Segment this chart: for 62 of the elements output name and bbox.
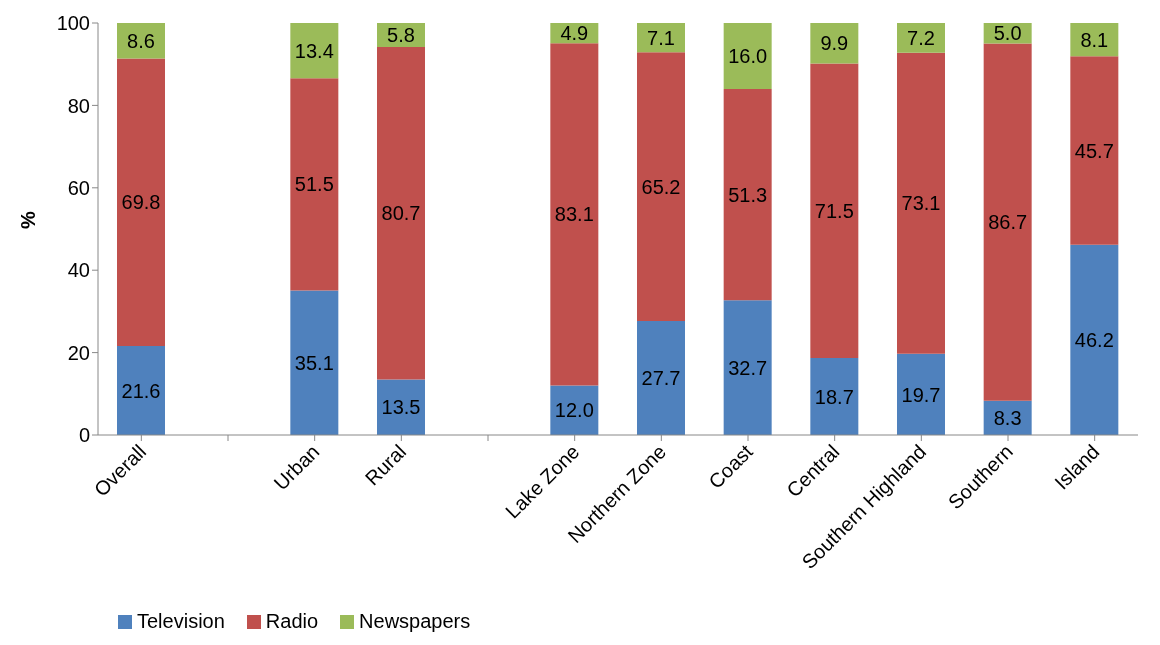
bar [637, 320, 685, 435]
data-label: 51.5 [294, 173, 334, 196]
bar [983, 43, 1032, 401]
data-label: 13.4 [294, 39, 334, 62]
data-label: 9.9 [820, 32, 849, 55]
bar [290, 78, 339, 291]
bar [810, 357, 859, 435]
data-label: 86.7 [988, 211, 1028, 234]
legend-label: Newspapers [359, 610, 471, 633]
data-label: 65.2 [641, 175, 681, 198]
bar [723, 300, 772, 435]
data-label: 8.6 [127, 29, 155, 52]
legend-label: Radio [265, 610, 319, 633]
bar [723, 88, 772, 301]
y-tick-label: 20 [67, 341, 90, 364]
y-axis-title: % [17, 211, 40, 229]
data-label: 4.9 [560, 22, 589, 45]
data-label: 7.1 [647, 26, 675, 49]
data-label: 71.5 [814, 199, 854, 222]
bar [1070, 56, 1119, 245]
bar [897, 353, 945, 435]
data-label: 12.0 [554, 399, 594, 422]
bar [897, 52, 945, 354]
bar [637, 52, 685, 321]
y-tick-label: 40 [67, 259, 90, 282]
data-label: 13.5 [381, 396, 421, 419]
data-label: 8.3 [993, 407, 1022, 429]
data-label: 83.1 [554, 203, 594, 226]
bar [290, 290, 339, 435]
legend-label: Television [137, 610, 225, 633]
bar [117, 58, 165, 347]
data-label: 7.2 [907, 26, 935, 49]
data-label: 5.0 [993, 22, 1022, 45]
data-label: 80.7 [381, 202, 421, 225]
data-label: 5.8 [387, 24, 415, 47]
bar [377, 379, 425, 435]
data-label: 21.6 [121, 379, 161, 402]
bar [810, 63, 859, 358]
data-label: 51.3 [728, 183, 768, 206]
bar [637, 23, 685, 53]
bar [377, 46, 425, 380]
data-label: 19.7 [901, 383, 941, 406]
bar [117, 346, 165, 435]
bar [897, 23, 945, 53]
data-label: 16.0 [728, 45, 768, 68]
data-label: 73.1 [901, 192, 941, 215]
y-tick-label: 0 [78, 424, 90, 447]
data-label: 18.7 [814, 385, 854, 408]
bar [290, 23, 339, 79]
y-tick-label: 80 [67, 94, 90, 117]
bar [723, 23, 772, 89]
data-label: 69.8 [121, 191, 161, 214]
data-label: 32.7 [728, 356, 768, 379]
y-tick-label: 60 [67, 176, 90, 199]
bar [1070, 244, 1119, 435]
data-label: 8.1 [1080, 28, 1109, 51]
data-label: 46.2 [1074, 328, 1114, 351]
data-label: 35.1 [294, 351, 334, 374]
data-label: 45.7 [1074, 139, 1114, 162]
y-tick-label: 100 [56, 12, 90, 35]
bar [550, 43, 599, 386]
data-label: 27.7 [641, 367, 681, 390]
